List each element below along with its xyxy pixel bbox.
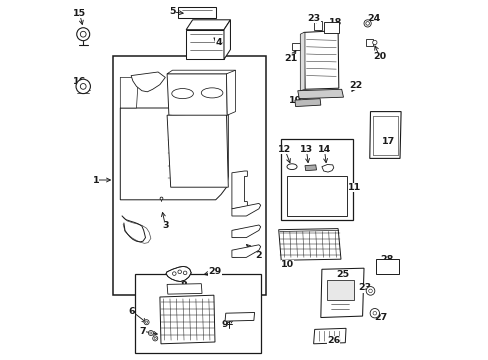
Text: 21: 21 [284,54,297,63]
Polygon shape [231,225,260,238]
Polygon shape [120,108,228,200]
Polygon shape [321,165,333,172]
Polygon shape [166,266,191,282]
Bar [375,259,398,274]
Bar [306,61,336,65]
Circle shape [148,330,153,336]
Polygon shape [323,22,338,33]
Text: 19: 19 [289,96,302,105]
Polygon shape [131,72,165,92]
Bar [306,54,336,58]
Text: 28: 28 [380,255,393,264]
Text: 18: 18 [328,18,341,27]
Circle shape [149,332,152,334]
Text: 29: 29 [208,267,221,276]
Text: 6: 6 [129,307,135,316]
Circle shape [144,320,149,325]
Polygon shape [313,328,346,344]
Bar [306,40,336,43]
Ellipse shape [286,164,296,170]
Polygon shape [178,7,215,18]
Polygon shape [231,203,260,216]
Bar [306,76,336,79]
Ellipse shape [171,89,193,99]
Polygon shape [303,31,338,89]
Bar [134,274,260,353]
Circle shape [183,271,186,275]
Text: 10: 10 [281,260,294,269]
Circle shape [77,28,89,41]
Polygon shape [167,284,202,294]
Circle shape [372,311,376,315]
Polygon shape [186,20,230,30]
Circle shape [80,31,86,37]
Polygon shape [286,176,346,216]
Text: 26: 26 [326,336,340,345]
Polygon shape [369,112,400,158]
Polygon shape [231,245,260,257]
Text: 17: 17 [381,137,394,146]
Circle shape [368,289,371,293]
Text: 15: 15 [73,9,86,18]
Circle shape [154,337,156,339]
Text: 11: 11 [347,183,360,192]
Polygon shape [300,32,305,91]
Circle shape [145,321,147,323]
Polygon shape [226,70,235,115]
Bar [313,21,322,30]
Circle shape [369,309,379,318]
Circle shape [172,272,176,275]
Text: 2: 2 [254,251,261,260]
Circle shape [152,336,158,341]
Circle shape [363,20,370,27]
Circle shape [76,79,90,94]
Text: 13: 13 [299,145,312,154]
Polygon shape [305,165,316,171]
Text: 9: 9 [221,320,227,329]
Bar [366,39,373,46]
Bar [280,139,352,220]
Text: 20: 20 [372,53,386,62]
Bar [326,280,353,300]
Bar [113,56,265,295]
Polygon shape [224,20,230,59]
Text: 23: 23 [357,284,370,293]
Bar [292,43,300,50]
Text: 5: 5 [169,8,175,17]
Text: 1: 1 [93,176,99,185]
Polygon shape [186,30,224,59]
Text: 16: 16 [73,77,86,86]
Polygon shape [297,89,343,99]
Polygon shape [160,295,215,344]
Polygon shape [120,77,138,108]
Text: 7: 7 [140,327,146,336]
Text: 24: 24 [366,14,379,23]
Polygon shape [294,99,320,107]
Polygon shape [231,171,247,209]
Bar [306,68,336,72]
Ellipse shape [201,88,223,98]
Text: 8: 8 [180,281,187,289]
Polygon shape [224,312,254,321]
Text: 25: 25 [336,270,348,279]
Circle shape [178,270,181,274]
Circle shape [80,84,86,89]
Bar [306,47,336,50]
Circle shape [372,40,376,45]
Text: 4: 4 [215,38,222,47]
Text: 22: 22 [349,81,362,90]
Text: 23: 23 [307,14,320,23]
Text: 12: 12 [278,145,291,154]
Circle shape [365,22,368,25]
Text: 3: 3 [162,220,168,230]
Text: 27: 27 [374,313,387,322]
Circle shape [366,287,374,295]
Polygon shape [278,229,340,260]
Polygon shape [167,74,227,119]
Polygon shape [167,70,235,74]
Polygon shape [320,268,363,318]
Polygon shape [167,115,228,187]
Text: 14: 14 [317,145,330,154]
